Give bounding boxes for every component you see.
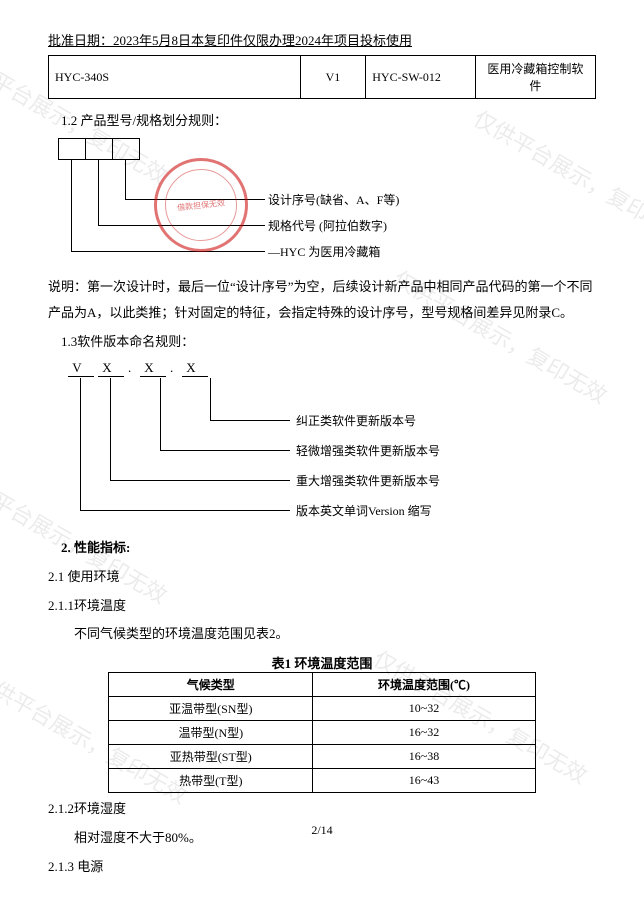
section-1-3: 1.3软件版本命名规则： [61, 330, 596, 355]
page-number: 2/14 [0, 823, 644, 838]
header-table: HYC-340S V1 HYC-SW-012 医用冷藏箱控制软件 [48, 55, 596, 99]
d1-label-1: 设计序号(缺省、A、F等) [268, 191, 399, 208]
d2-label-4: 版本英文单词Version 缩写 [296, 502, 432, 519]
d2-label-3: 重大增强类软件更新版本号 [296, 472, 440, 489]
header-c4: 医用冷藏箱控制软件 [475, 56, 595, 99]
version-rule-diagram: VX.X.X 纠正类软件更新版本号 轻微增强类软件更新版本号 重大增强类软件更新… [68, 360, 596, 530]
table-row: 温带型(N型)16~32 [109, 721, 535, 745]
table-row: 亚温带型(SN型)10~32 [109, 697, 535, 721]
section-2: 2. 性能指标: [61, 536, 596, 561]
d2-label-2: 轻微增强类软件更新版本号 [296, 442, 440, 459]
header-c2: V1 [300, 56, 366, 99]
header-c1: HYC-340S [49, 56, 301, 99]
header-c3: HYC-SW-012 [366, 56, 475, 99]
section-2-1: 2.1 使用环境 [48, 565, 596, 590]
d1-label-2: 规格代号 (阿拉伯数字) [268, 217, 387, 234]
red-stamp: 借款担保无效 [149, 153, 252, 256]
box-row [58, 138, 140, 160]
section-2-1-1-text: 不同气候类型的环境温度范围见表2。 [48, 622, 596, 647]
env-temp-table: 气候类型 环境温度范围(℃) 亚温带型(SN型)10~32 温带型(N型)16~… [108, 672, 535, 793]
d2-label-1: 纠正类软件更新版本号 [296, 412, 416, 429]
model-rule-diagram: 设计序号(缺省、A、F等) 规格代号 (阿拉伯数字) —HYC 为医用冷藏箱 借… [58, 138, 596, 268]
section-1-2: 1.2 产品型号/规格划分规则： [61, 109, 596, 134]
rule-description: 说明：第一次设计时，最后一位“设计序号”为空，后续设计新产品中相同产品代码的第一… [48, 274, 596, 326]
t1-h2: 环境温度范围(℃) [313, 673, 535, 697]
table1-caption: 表1 环境温度范围 [48, 653, 596, 672]
approval-line: 批准日期：2023年5月8日本复印件仅限办理2024年项目投标使用 [48, 30, 596, 49]
section-2-1-3: 2.1.3 电源 [48, 855, 596, 880]
table-row: 亚热带型(ST型)16~38 [109, 745, 535, 769]
t1-h1: 气候类型 [109, 673, 313, 697]
table-row: 热带型(T型)16~43 [109, 769, 535, 793]
d1-label-3: —HYC 为医用冷藏箱 [268, 243, 380, 260]
version-format: VX.X.X [68, 360, 212, 377]
section-2-1-1: 2.1.1环境温度 [48, 594, 596, 619]
section-2-1-2: 2.1.2环境湿度 [48, 797, 596, 822]
